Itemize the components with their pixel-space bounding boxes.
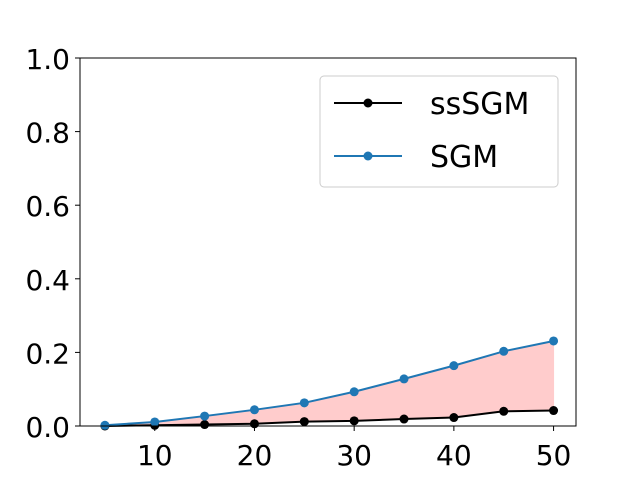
y-tick-label: 0.2 [25,337,70,370]
data-point-sgm [349,387,359,397]
x-axis: 10 20 30 40 50 [137,426,571,472]
data-point-sssgm [200,420,210,430]
data-point-sgm [249,405,259,415]
series-sssgm [100,406,559,431]
data-point-sgm [399,374,409,384]
data-point-sssgm [349,416,359,426]
data-point-sgm [449,361,459,371]
legend-label-sssgm: ssSGM [430,87,529,122]
x-tick-label: 40 [436,439,472,472]
data-point-sgm [200,411,210,421]
data-point-sgm [549,336,559,346]
x-tick-label: 30 [336,439,372,472]
data-point-sgm [299,398,309,408]
y-tick-label: 0.4 [25,264,70,297]
data-point-sssgm [549,406,559,416]
y-tick-label: 0.0 [25,411,70,444]
data-point-sgm [499,346,509,356]
data-point-sssgm [399,414,409,424]
series-layer [100,336,559,431]
series-sgm [100,336,559,430]
data-point-sssgm [299,417,309,427]
plot-frame [79,57,577,427]
data-point-sssgm [449,413,459,423]
legend-label-sgm: SGM [430,140,498,175]
data-point-sssgm [499,406,509,416]
x-tick-label: 10 [137,439,173,472]
y-tick-label: 1.0 [25,43,70,76]
y-axis: 0.0 0.2 0.4 0.6 0.8 1.0 [25,43,80,444]
series-line-sgm [104,340,554,427]
series-line-sssgm [104,409,554,427]
y-tick-label: 0.6 [25,190,70,223]
legend: ssSGM SGM [319,75,559,188]
x-tick-label: 20 [237,439,273,472]
legend-marker-sssgm [363,98,373,108]
legend-marker-sgm [363,151,373,161]
y-tick-label: 0.8 [25,117,70,150]
data-point-sgm [150,417,160,427]
data-point-sgm [100,420,110,430]
x-tick-label: 50 [536,439,572,472]
